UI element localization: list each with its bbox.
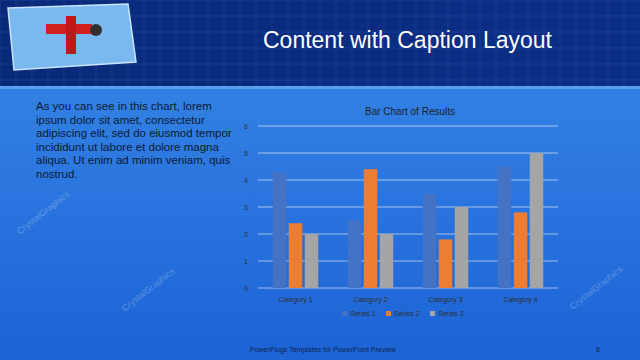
- grid-line: [258, 288, 558, 289]
- watermark: CrystalGraphics: [15, 189, 72, 237]
- y-tick-label: 6: [244, 123, 248, 130]
- background: [0, 0, 640, 360]
- grid-line: [258, 207, 558, 208]
- y-tick-label: 3: [244, 204, 248, 211]
- bars: [273, 153, 544, 288]
- x-tick-label: Category 2: [353, 296, 387, 304]
- grid-line: [258, 234, 558, 235]
- bar: [455, 207, 469, 288]
- icon-plane: [90, 24, 102, 36]
- y-tick-label: 4: [244, 177, 248, 184]
- header-pattern: [192, 0, 193, 88]
- legend-swatch: [342, 311, 347, 316]
- bar: [289, 223, 303, 288]
- icon-blueprint: [8, 4, 136, 70]
- grid-line: [258, 180, 558, 181]
- header-pattern: [224, 0, 225, 88]
- legend-swatch: [430, 311, 435, 316]
- bar: [530, 153, 544, 288]
- bar: [423, 194, 437, 289]
- legend-label: Series 1: [350, 310, 376, 317]
- bar: [514, 212, 528, 288]
- header-pattern: [0, 0, 1, 88]
- bar: [439, 239, 453, 288]
- legend-swatch: [386, 311, 391, 316]
- watermark: CrystalGraphics: [568, 264, 625, 312]
- chart-title: Bar Chart of Results: [365, 106, 455, 117]
- x-tick-label: Category 1: [278, 296, 312, 304]
- page-number: 8: [596, 346, 600, 353]
- watermark: CrystalGraphics: [120, 266, 177, 314]
- x-tick-label: Category 4: [503, 296, 537, 304]
- slide-canvas: Content with Caption Layout CrystalGraphi…: [0, 0, 640, 360]
- header-pattern: [160, 0, 161, 88]
- y-tick-label: 2: [244, 231, 248, 238]
- bar: [380, 234, 394, 288]
- header-pattern: [208, 0, 209, 88]
- bar: [498, 167, 512, 289]
- header-pattern: [560, 0, 561, 88]
- header-pattern: [144, 0, 145, 88]
- header-pattern: [576, 0, 577, 88]
- header-pattern: [240, 0, 241, 88]
- header-rule: [0, 86, 640, 89]
- header-band: [0, 0, 640, 88]
- header-pattern: [592, 0, 593, 88]
- grid-line: [258, 126, 558, 127]
- header-pattern: [256, 0, 257, 88]
- bar: [348, 221, 362, 289]
- y-tick-label: 1: [244, 258, 248, 265]
- header-pattern: [176, 0, 177, 88]
- header-pattern: [624, 0, 625, 88]
- caption: As you can see in this chart, lorem ipsu…: [36, 100, 232, 181]
- y-tick-label: 5: [244, 150, 248, 157]
- slide: Content with Caption Layout CrystalGraphi…: [0, 0, 640, 360]
- bar: [305, 234, 319, 288]
- header-pattern: [608, 0, 609, 88]
- legend-label: Series 2: [394, 310, 420, 317]
- header-pattern: [0, 80, 640, 81]
- header-pattern: [0, 0, 640, 1]
- icon-plane: [66, 16, 76, 54]
- grid-line: [258, 153, 558, 154]
- x-tick-label: Category 3: [428, 296, 462, 304]
- legend-label: Series 3: [438, 310, 464, 317]
- grid-line: [258, 261, 558, 262]
- bar: [364, 169, 378, 288]
- y-tick-label: 0: [244, 285, 248, 292]
- footer: PowerPlugs Templates for PowerPoint Prev…: [250, 346, 397, 354]
- bar: [273, 172, 287, 288]
- slide-title: Content with Caption Layout: [263, 27, 553, 53]
